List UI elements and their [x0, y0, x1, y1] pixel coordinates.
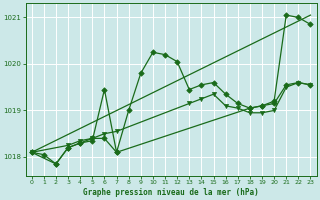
- X-axis label: Graphe pression niveau de la mer (hPa): Graphe pression niveau de la mer (hPa): [83, 188, 259, 197]
